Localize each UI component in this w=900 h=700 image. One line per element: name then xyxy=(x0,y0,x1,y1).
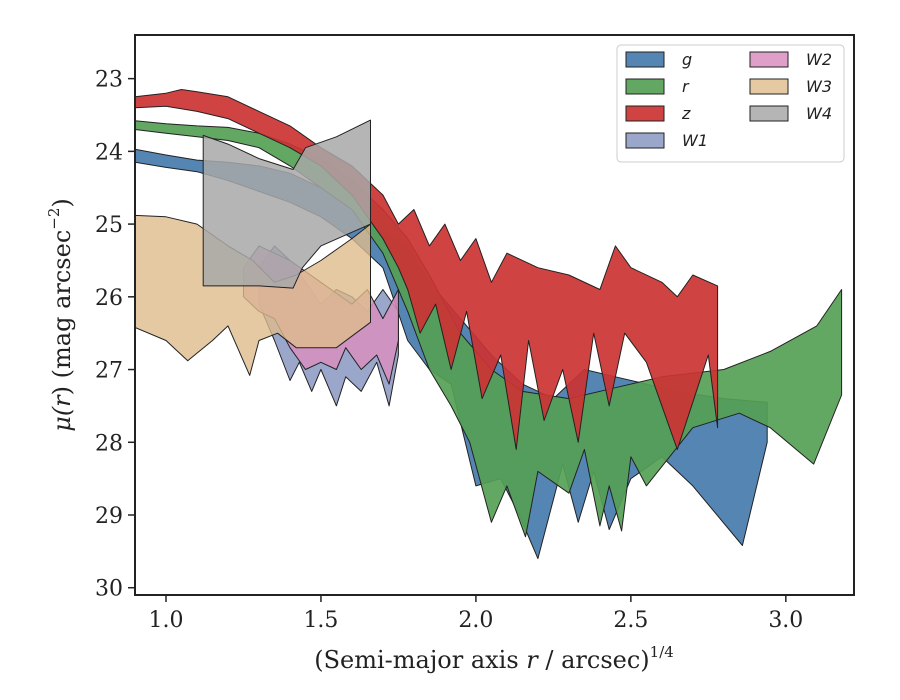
series-bands xyxy=(135,89,843,560)
y-axis-label-end: ) xyxy=(48,198,76,207)
x-axis-label-var: r xyxy=(526,646,539,674)
x-axis-label-tail: / arcsec) xyxy=(538,646,650,674)
y-tick-label: 23 xyxy=(95,68,123,93)
plot-frame xyxy=(134,34,855,596)
x-axis-label: (Semi-major axis r / arcsec)1/4 xyxy=(314,643,674,674)
x-axis-label-sup: 1/4 xyxy=(650,643,674,661)
y-tick-label: 26 xyxy=(95,286,123,311)
y-tick-label: 28 xyxy=(95,431,123,456)
y-tick-label: 25 xyxy=(95,213,123,238)
legend-box xyxy=(616,44,845,163)
y-tick-label: 27 xyxy=(95,359,123,384)
y-axis-label-sup: −2 xyxy=(45,208,63,230)
legend: grz W1 W2 W3 W4 xyxy=(616,44,845,163)
legend-label-r: r xyxy=(682,77,690,96)
x-tick-label: 1.5 xyxy=(303,608,338,633)
legend-swatch-w2 xyxy=(749,51,789,68)
x-axis-label-main: (Semi-major axis xyxy=(314,646,526,674)
x-axis-ticks: 1.0 1.5 2.0 2.5 3.0 xyxy=(148,595,803,633)
x-tick-label: 3.0 xyxy=(768,608,803,633)
legend-label-g: g xyxy=(682,50,692,69)
y-tick-label: 29 xyxy=(95,504,123,529)
legend-label-w4: W4 xyxy=(806,104,832,123)
series-band-w4 xyxy=(202,119,371,289)
legend-label-z: z xyxy=(681,104,691,123)
legend-swatch-z xyxy=(625,105,665,122)
legend-label-w2: W2 xyxy=(806,50,832,69)
legend-swatch-r xyxy=(625,78,665,95)
legend-swatch-w1 xyxy=(625,132,665,149)
series-band-z xyxy=(135,89,719,450)
legend-swatch-w3 xyxy=(749,78,789,95)
legend-swatch-g xyxy=(625,51,665,68)
legend-label-w3: W3 xyxy=(806,77,832,96)
y-tick-label: 24 xyxy=(95,140,123,165)
legend-label-w1: W1 xyxy=(682,131,708,150)
y-axis-ticks: 23 24 25 26 27 28 29 30 xyxy=(95,68,135,602)
y-tick-label: 30 xyxy=(95,577,123,602)
x-tick-label: 1.0 xyxy=(148,608,183,633)
x-tick-label: 2.5 xyxy=(613,608,648,633)
y-axis-label-var: r xyxy=(48,394,76,407)
y-axis-label-mu: μ( xyxy=(48,406,76,432)
y-axis-label-mid: ) (mag arcsec xyxy=(48,230,76,396)
legend-swatch-w4 xyxy=(749,105,789,122)
y-axis-label: μ(r) (mag arcsec−2) xyxy=(45,198,76,432)
x-tick-label: 2.0 xyxy=(458,608,493,633)
